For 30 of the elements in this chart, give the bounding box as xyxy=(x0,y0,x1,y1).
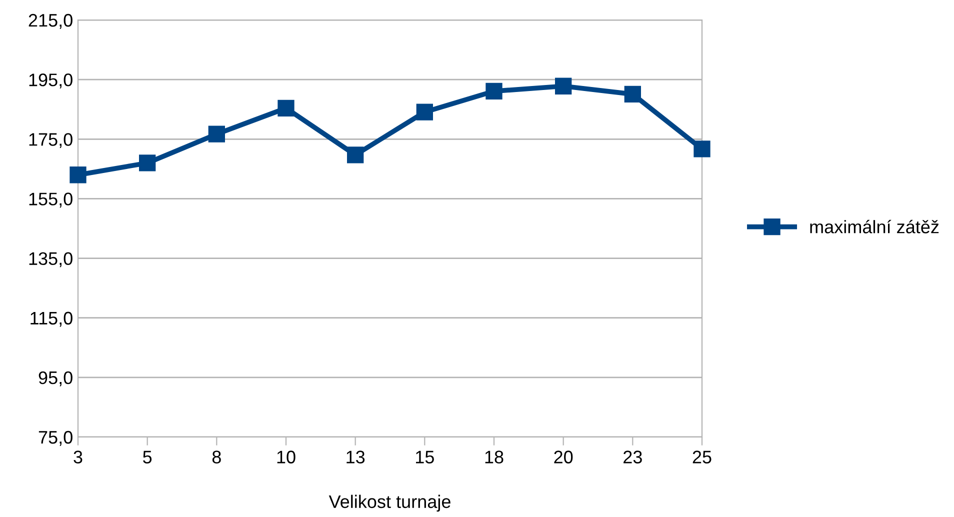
point xyxy=(416,104,433,120)
x-tick-label: 3 xyxy=(74,450,82,464)
y-tick-label: 175,0 xyxy=(29,133,72,148)
y-tick-label: 115,0 xyxy=(30,312,72,327)
x-tick-label: 8 xyxy=(212,450,221,464)
point xyxy=(555,78,572,94)
y-tick-label: 95,0 xyxy=(38,371,72,386)
point xyxy=(70,166,86,184)
y-tick-label: 215,0 xyxy=(28,14,72,29)
legend-label: maximální zátěž xyxy=(810,220,939,234)
x-tick-label: 25 xyxy=(692,450,712,464)
point xyxy=(347,146,364,164)
point xyxy=(486,82,502,100)
x-tick-label: 13 xyxy=(346,450,365,464)
y-tick-label: 75,0 xyxy=(38,430,72,446)
x-tick-label: 5 xyxy=(143,450,152,464)
point xyxy=(624,86,641,102)
x-tick-label: 18 xyxy=(485,450,504,464)
point xyxy=(139,154,156,172)
y-tick-label: 155,0 xyxy=(29,192,72,208)
x-axis-title: Velikost turnaje xyxy=(328,494,450,512)
point xyxy=(278,100,294,116)
x-tick-label: 23 xyxy=(624,450,642,464)
y-tick-label: 195,0 xyxy=(29,74,72,88)
y-tick-label: 135,0 xyxy=(29,252,72,268)
x-tick-label: 20 xyxy=(554,450,573,464)
point xyxy=(208,126,225,142)
x-tick-label: 10 xyxy=(277,450,296,464)
x-tick-label: 15 xyxy=(416,450,434,464)
point xyxy=(694,140,710,158)
